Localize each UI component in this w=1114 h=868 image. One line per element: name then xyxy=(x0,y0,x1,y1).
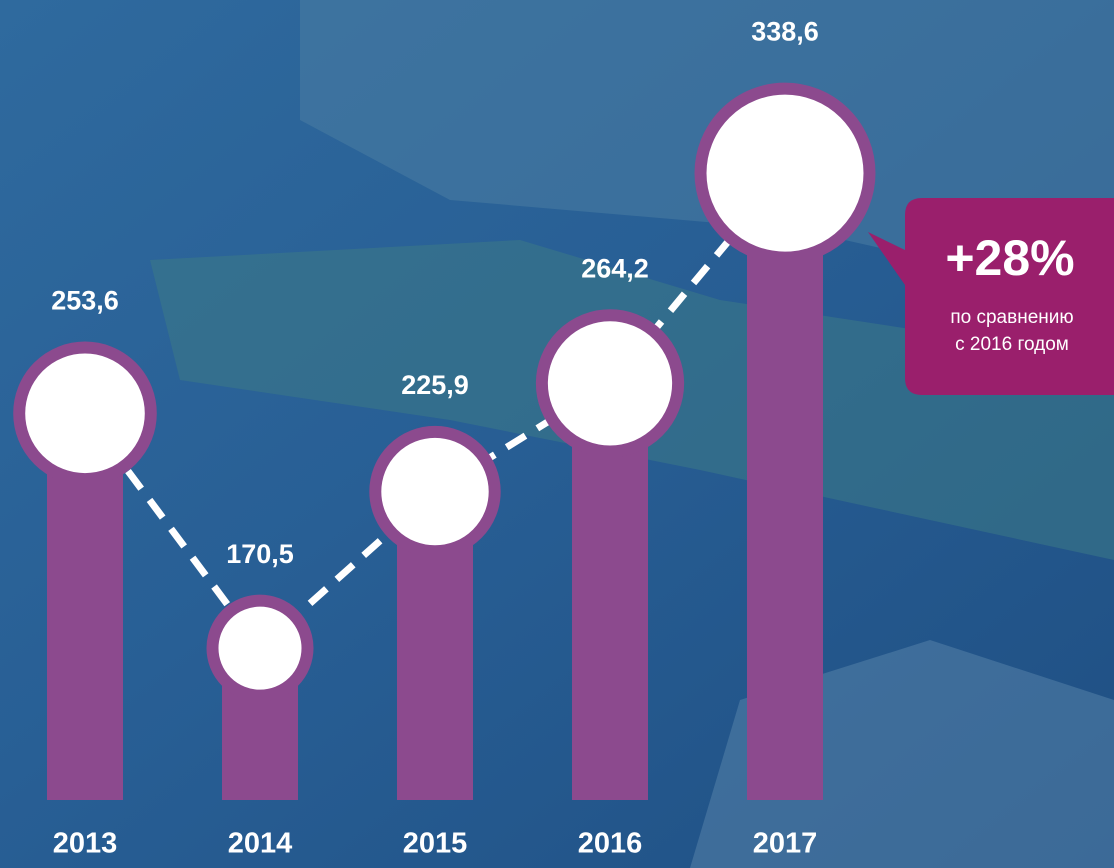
trend-line xyxy=(82,170,788,654)
x-tick-label: 2014 xyxy=(228,828,293,860)
x-tick-label: 2015 xyxy=(403,828,468,860)
bubble xyxy=(206,594,314,702)
value-label: 253,6 xyxy=(51,286,119,316)
value-label: 170,5 xyxy=(226,539,294,569)
annotation: +28% по сравнению с 2016 годом xyxy=(868,198,1114,395)
bubble xyxy=(694,82,876,264)
bubble xyxy=(13,341,157,486)
annotation-title: +28% xyxy=(945,230,1074,286)
value-label: 264,2 xyxy=(581,253,649,283)
bubble xyxy=(535,309,685,458)
x-tick-label: 2013 xyxy=(53,828,118,860)
annotation-box xyxy=(868,198,1114,395)
annotation-line: по сравнению xyxy=(950,307,1073,328)
x-tick-label: 2017 xyxy=(753,828,818,860)
value-label: 338,6 xyxy=(751,17,819,47)
bubble xyxy=(369,425,501,558)
value-label: 225,9 xyxy=(401,370,469,400)
bar xyxy=(747,173,823,800)
annotation-line: с 2016 годом xyxy=(955,334,1069,355)
marks: 253,6 2013 170,5 2014 225,9 2015 264,2 2016 338,… xyxy=(13,17,876,860)
x-tick-label: 2016 xyxy=(578,828,643,860)
